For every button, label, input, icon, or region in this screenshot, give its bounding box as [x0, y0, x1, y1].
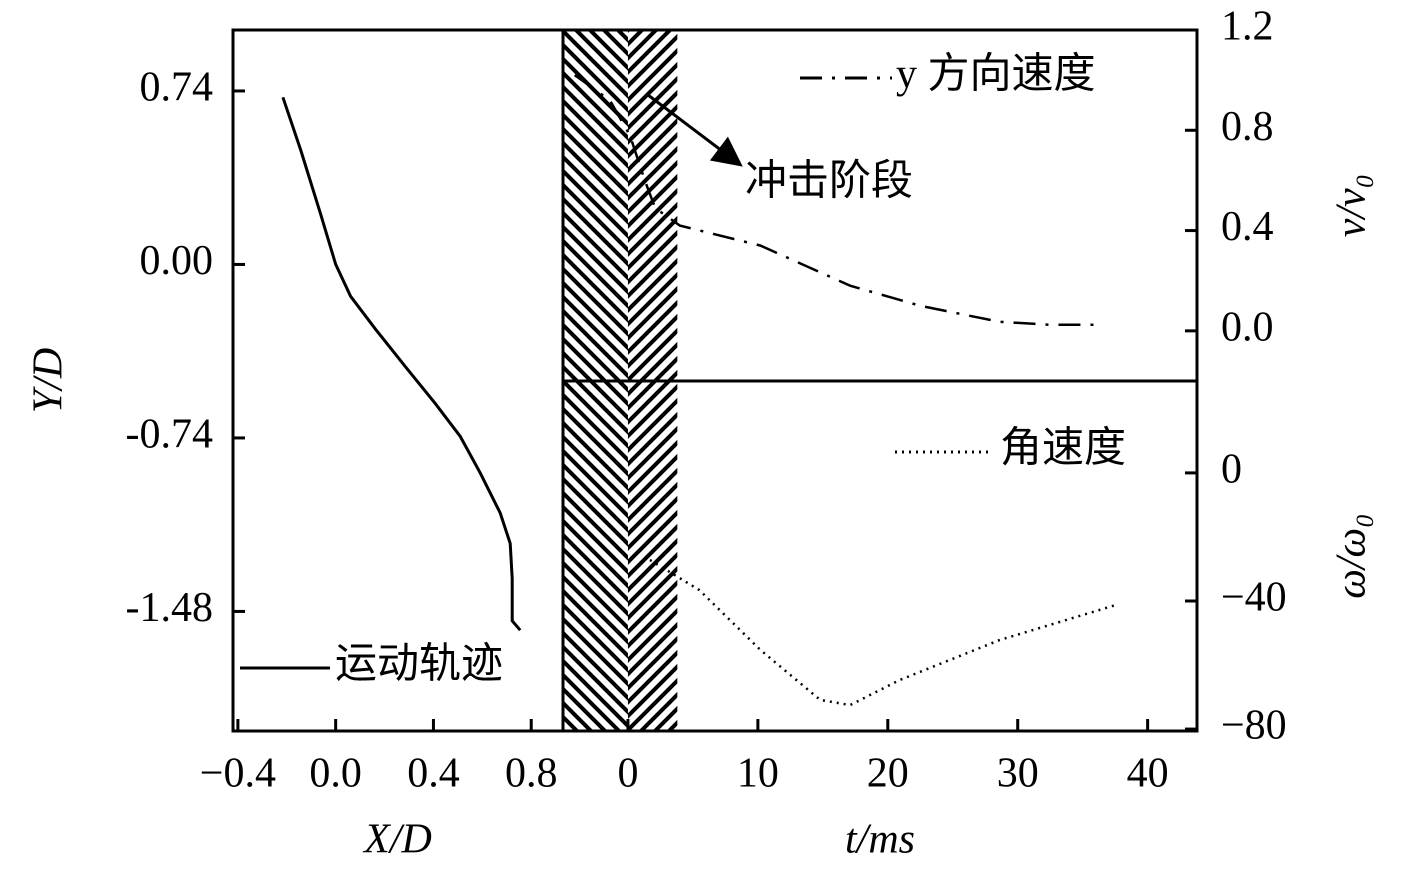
y-tick-label: -0.74: [126, 412, 214, 458]
legend-label: 角速度: [1000, 426, 1126, 472]
y-tick-label: 0.0: [1221, 304, 1274, 350]
x-tick-label: 0: [617, 751, 638, 797]
annotation: 冲击阶段: [745, 159, 913, 205]
x-tick-label: 0.8: [505, 751, 558, 797]
impact-hatch: [563, 30, 628, 381]
y-tick-label: −80: [1221, 703, 1287, 749]
impact-hatch: [627, 381, 678, 731]
x-tick-label: −0.4: [200, 751, 276, 797]
y-axis-label: Y/D: [26, 348, 72, 413]
x-tick-label: 10: [737, 751, 779, 797]
y-tick-label: 0.74: [140, 65, 214, 111]
y-tick-label: 0.00: [140, 238, 214, 284]
legend-label: 运动轨迹: [335, 642, 503, 688]
y-tick-label: -1.48: [126, 585, 214, 631]
x-axis-label: t/ms: [845, 817, 915, 863]
series-line: [649, 558, 1116, 707]
impact-hatch: [627, 30, 678, 381]
x-tick-label: 0.0: [309, 751, 362, 797]
x-tick-label: 30: [997, 751, 1039, 797]
annotation-arrow: [647, 93, 743, 167]
series-line: [281, 96, 522, 632]
y-tick-label: 0: [1221, 447, 1242, 493]
y-axis-label: ω/ω₀: [1329, 513, 1375, 599]
y-tick-label: −40: [1221, 575, 1287, 621]
y-axis-label: v/v₀: [1329, 174, 1375, 238]
x-axis-label: X/D: [362, 817, 432, 863]
x-tick-label: 0.4: [407, 751, 460, 797]
plot-frame: [231, 28, 565, 733]
x-tick-label: 40: [1127, 751, 1169, 797]
y-tick-label: 0.4: [1221, 204, 1274, 250]
legend-label: y 方向速度: [896, 52, 1096, 98]
impact-hatch: [563, 381, 628, 731]
x-tick-label: 20: [867, 751, 909, 797]
y-tick-label: 1.2: [1221, 4, 1274, 50]
y-tick-label: 0.8: [1221, 104, 1274, 150]
plot-frame: [561, 379, 1199, 733]
series-line: [573, 74, 1100, 327]
